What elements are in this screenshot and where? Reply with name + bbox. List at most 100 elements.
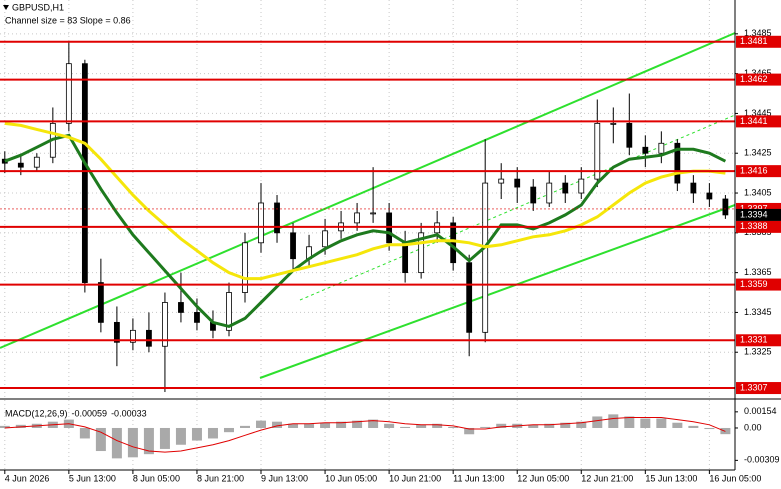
candle-body xyxy=(418,232,425,274)
label-layer: GBPUSD,H1 Channel size = 83 Slope = 0.86… xyxy=(3,2,781,483)
macd-bar xyxy=(272,421,283,428)
candle-body xyxy=(674,142,681,184)
y-tick-label: 1.3365 xyxy=(744,267,772,277)
candle-body xyxy=(530,186,537,204)
signal-line xyxy=(4,417,726,453)
macd-bar xyxy=(143,427,154,455)
macd-bar xyxy=(528,424,539,428)
macd-bar xyxy=(223,427,234,433)
macd-bar xyxy=(416,424,427,428)
macd-bar xyxy=(656,418,667,428)
macd-bar xyxy=(191,427,202,441)
macd-title: MACD(12,26,9) xyxy=(5,408,68,418)
level-box xyxy=(736,115,781,128)
macd-bar xyxy=(704,427,715,430)
y-tick-label: 1.3485 xyxy=(744,28,772,38)
signal-value: -0.00033 xyxy=(111,408,147,418)
x-tick-label: 8 Jun 21:00 xyxy=(197,473,244,483)
y-tick-label: -0.00309 xyxy=(744,455,780,465)
candle-body xyxy=(130,329,136,343)
macd-bar xyxy=(640,418,651,428)
candle-body xyxy=(642,146,649,154)
x-tick-label: 16 Jun 05:00 xyxy=(709,473,761,483)
candle-body xyxy=(81,63,88,283)
candle-body xyxy=(97,282,104,323)
y-tick-label: 1.3325 xyxy=(744,347,772,357)
macd-bar xyxy=(175,427,186,445)
x-tick-label: 15 Jun 13:00 xyxy=(645,473,697,483)
x-tick-label: 12 Jun 21:00 xyxy=(581,473,633,483)
level-label: 1.3307 xyxy=(740,382,768,392)
macd-bar xyxy=(560,422,571,428)
macd-bar xyxy=(288,423,299,428)
macd-bar xyxy=(207,427,218,439)
level-label: 1.3481 xyxy=(740,36,768,46)
candle-body xyxy=(562,182,569,194)
level-label: 1.3388 xyxy=(740,221,768,231)
macd-bar xyxy=(448,426,459,428)
macd-bar xyxy=(368,419,379,428)
level-box xyxy=(736,165,781,178)
macd-bar xyxy=(320,422,331,428)
x-tick-label: 8 Jun 05:00 xyxy=(133,473,180,483)
moving-average xyxy=(4,121,726,281)
candle-body xyxy=(722,198,729,216)
y-tick-label: 1.3465 xyxy=(744,68,772,78)
background-layer xyxy=(0,0,735,470)
candle-body xyxy=(258,202,264,244)
axis-layer xyxy=(0,0,781,471)
macd-bar xyxy=(496,423,507,428)
macd-bar xyxy=(480,426,491,428)
y-tick-label: 0.00154 xyxy=(744,406,777,416)
y-tick-label: 0.00 xyxy=(744,422,762,432)
macd-bar xyxy=(352,420,363,428)
candle-body xyxy=(146,329,152,347)
level-label: 1.3441 xyxy=(740,116,768,126)
candle-body xyxy=(594,122,601,180)
level-label: 1.3462 xyxy=(740,74,768,84)
candle-body xyxy=(65,63,72,124)
macd-bar xyxy=(304,423,315,428)
candle-body xyxy=(370,212,377,215)
candle-body xyxy=(514,178,521,188)
macd-bar xyxy=(79,427,90,439)
y-tick-label: 1.3345 xyxy=(744,307,772,317)
macd-bar xyxy=(624,416,635,428)
macd-bar xyxy=(127,427,138,458)
macd-bar xyxy=(608,414,619,428)
macd-bar xyxy=(672,422,683,428)
candle-body xyxy=(113,321,120,343)
macd-bar xyxy=(384,423,395,428)
y-tick-label: 1.3405 xyxy=(744,187,772,197)
candle-body xyxy=(226,292,232,331)
level-box xyxy=(736,382,781,395)
level-box xyxy=(736,35,781,48)
macd-bar xyxy=(159,427,170,449)
level-box xyxy=(736,73,781,86)
candle-body xyxy=(482,182,489,333)
macd-bar xyxy=(240,425,250,428)
data-layer xyxy=(0,40,735,459)
candle-body xyxy=(242,242,248,293)
channel-lower xyxy=(259,204,736,379)
y-tick-label: 1.3445 xyxy=(744,108,772,118)
level-label: 1.3416 xyxy=(740,166,768,176)
macd-bar xyxy=(400,426,411,428)
macd-bar xyxy=(111,427,122,459)
level-box xyxy=(736,220,781,233)
candle-body xyxy=(17,162,24,168)
x-tick-label: 4 Jun 2026 xyxy=(5,473,50,483)
macd-bar xyxy=(544,423,555,428)
candle-body xyxy=(690,182,697,194)
macd-bar xyxy=(256,420,267,428)
candle-body xyxy=(354,212,360,224)
macd-bar xyxy=(576,421,587,428)
candle-body xyxy=(402,242,409,274)
x-tick-label: 5 Jun 13:00 xyxy=(69,473,116,483)
macd-bar xyxy=(432,423,443,428)
symbol: GBPUSD,H1 xyxy=(12,2,64,12)
macd-bar xyxy=(95,427,106,452)
level-box xyxy=(736,334,781,347)
candle-body xyxy=(274,202,280,234)
